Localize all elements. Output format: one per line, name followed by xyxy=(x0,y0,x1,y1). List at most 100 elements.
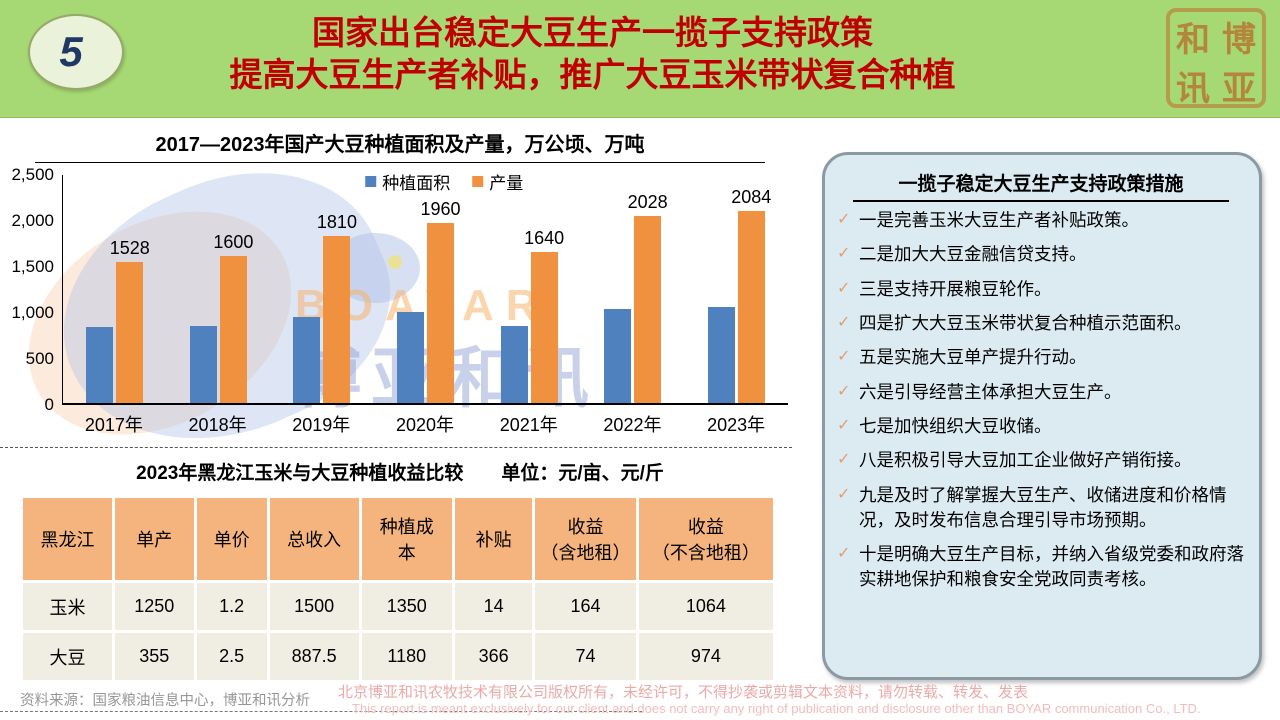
bottom-dashed-line xyxy=(0,711,642,712)
check-icon: ✓ xyxy=(837,348,851,366)
policy-item: ✓ 五是实施大豆单产提升行动。 xyxy=(837,345,1245,370)
table-cell: 887.5 xyxy=(269,633,359,680)
check-icon: ✓ xyxy=(837,417,851,435)
table-cell: 164 xyxy=(535,583,636,630)
policy-item-text: 六是引导经营主体承担大豆生产。 xyxy=(859,381,1122,402)
policy-item-text: 一是完善玉米大豆生产者补贴政策。 xyxy=(859,210,1139,230)
bar: 2028 xyxy=(628,192,668,403)
bar xyxy=(86,327,114,403)
bar-value-label: 1528 xyxy=(109,238,150,258)
x-axis-label: 2019年 xyxy=(292,415,351,435)
bar: 1810 xyxy=(317,212,357,403)
table-header-cell: 单价 xyxy=(196,498,267,580)
policy-item: ✓ 三是支持开展粮豆轮作。 xyxy=(837,277,1245,302)
legend-label: 产量 xyxy=(489,174,524,193)
table-row: 大豆 355 2.5 887.5 1180 366 74 974 xyxy=(23,633,773,680)
table-cell: 2.5 xyxy=(196,633,267,680)
x-axis-labels: 2017年 2018年 2019年 2020年 2021年 2022年 2023年 xyxy=(62,411,788,437)
footer-watermark-cn: 北京博亚和讯农牧技术有限公司版权所有，未经许可，不得抄袭或剪辑文本资料，请勿转载… xyxy=(338,684,1029,701)
bar-value-label: 1810 xyxy=(316,212,357,232)
legend-swatch xyxy=(472,176,484,187)
bar: 1640 xyxy=(524,228,564,403)
bar-group: 1640 xyxy=(477,175,581,403)
left-column: 2017—2023年国产大豆种植面积及产量，万公顷、万吨 BOAYAR 博亚和讯… xyxy=(0,118,800,720)
bar-value-label: 1960 xyxy=(420,199,461,219)
check-icon: ✓ xyxy=(837,544,851,562)
bar-group: 1600 xyxy=(167,175,271,403)
policy-item-text: 九是及时了解掌握大豆生产、收储进度和价格情况，及时发布信息合理引导市场预期。 xyxy=(859,484,1227,530)
bar: 1528 xyxy=(110,238,150,403)
y-axis-tick-label: 2,500 xyxy=(11,165,54,184)
table-cell: 1180 xyxy=(361,633,452,680)
section-divider-dashed xyxy=(0,447,792,448)
bar-value-label: 2084 xyxy=(731,187,772,207)
table-header-row: 黑龙江 单产 单价 总收入 种植成 本补贴 收益 （含地租） 收益 （不含地租） xyxy=(23,498,773,580)
y-axis-tick-label: 1,500 xyxy=(11,257,54,276)
policy-item-text: 五是实施大豆单产提升行动。 xyxy=(859,347,1087,368)
table-header-cell: 总收入 xyxy=(269,498,359,580)
bar xyxy=(604,309,632,403)
check-icon: ✓ xyxy=(837,245,851,263)
check-icon: ✓ xyxy=(837,279,851,297)
bar: 1600 xyxy=(213,232,253,403)
legend-item: 产量 xyxy=(472,169,523,194)
bar xyxy=(500,326,528,403)
x-axis-label: 2017年 xyxy=(84,415,143,435)
seal-char: 亚 xyxy=(1222,70,1256,108)
policy-item: ✓ 九是及时了解掌握大豆生产、收储进度和价格情况，及时发布信息合理引导市场预期。 xyxy=(837,483,1245,533)
header-band: 5 国家出台稳定大豆生产一揽子支持政策 提高大豆生产者补贴，推广大豆玉米带状复合… xyxy=(0,0,1280,118)
table-title: 2023年黑龙江玉米与大豆种植收益比较 单位：元/亩、元/斤 xyxy=(136,463,664,484)
table-cell: 大豆 xyxy=(23,633,112,680)
page-number-badge: 5 xyxy=(28,14,124,90)
policy-item: ✓ 二是加大大豆金融信贷支持。 xyxy=(837,242,1245,267)
legend-label: 种植面积 xyxy=(382,174,451,193)
x-axis-label: 2020年 xyxy=(395,415,455,435)
policy-item-text: 十是明确大豆生产目标，并纳入省级党委和政府落实耕地保护和粮食安全党政同责考核。 xyxy=(859,543,1244,589)
policy-item: ✓ 四是扩大大豆玉米带状复合种植示范面积。 xyxy=(837,311,1245,336)
table-cell: 14 xyxy=(454,583,533,630)
bar-group: 2028 xyxy=(581,175,685,403)
x-axis-label: 2021年 xyxy=(499,415,558,435)
chart-title: 2017—2023年国产大豆种植面积及产量，万公顷、万吨 xyxy=(155,134,645,156)
slide-title: 国家出台稳定大豆生产一揽子支持政策 提高大豆生产者补贴，推广大豆玉米带状复合种植 xyxy=(115,12,1070,96)
bar xyxy=(189,326,217,403)
bar xyxy=(707,307,735,403)
y-axis-tick-label: 1,000 xyxy=(11,303,54,322)
policy-panel-title: 一揽子稳定大豆生产支持政策措施 xyxy=(853,169,1229,202)
bar-group: 1810 xyxy=(270,175,374,403)
check-icon: ✓ xyxy=(837,211,851,228)
slide-title-line2: 提高大豆生产者补贴，推广大豆玉米带状复合种植 xyxy=(229,56,956,93)
policy-item-text: 三是支持开展粮豆轮作。 xyxy=(859,278,1052,299)
footer-watermark-en: This report is meant exclusively for our… xyxy=(352,701,1201,716)
y-axis-tick-label: 0 xyxy=(44,395,54,414)
policy-item-text: 七是加快组织大豆收储。 xyxy=(859,416,1052,437)
table-cell: 1500 xyxy=(269,583,359,630)
policy-item-text: 八是积极引导大豆加工企业做好产销衔接。 xyxy=(859,450,1192,471)
bar: 1960 xyxy=(420,199,461,403)
slide-title-line1: 国家出台稳定大豆生产一揽子支持政策 xyxy=(312,14,873,51)
income-comparison-table: 黑龙江 单产 单价 总收入 种植成 本补贴 收益 （含地租） 收益 （不含地租） 玉米 125… xyxy=(20,495,776,683)
bar-group: 2084 xyxy=(684,175,788,403)
bar: 2084 xyxy=(731,187,771,403)
table-cell: 366 xyxy=(454,633,533,680)
table-cell: 1250 xyxy=(114,583,194,630)
table-header-cell: 补贴 xyxy=(454,498,533,580)
table-cell: 74 xyxy=(535,633,636,680)
bar-value-label: 1640 xyxy=(524,228,565,248)
seal-char: 和 xyxy=(1176,21,1210,59)
seal-logo: 和博讯亚 xyxy=(1166,8,1266,108)
policy-panel: 一揽子稳定大豆生产支持政策措施 ✓ 一是完善玉米大豆生产者补贴政策。 ✓ 二是加大大豆… xyxy=(822,152,1262,680)
table-cell: 974 xyxy=(638,633,773,680)
table-header-cell: 收益 （不含地租） xyxy=(638,498,773,580)
seal-char: 博 xyxy=(1222,21,1256,59)
table-body: 玉米 1250 1.2 1500 1350 14 164 1064 大豆 355 2.5 887.5 1… xyxy=(23,583,773,680)
x-axis-label: 2018年 xyxy=(188,415,247,435)
bar xyxy=(293,317,321,403)
table-cell: 1.2 xyxy=(196,583,267,630)
check-icon: ✓ xyxy=(837,382,851,400)
check-icon: ✓ xyxy=(837,485,851,503)
y-axis-tick-label: 500 xyxy=(25,349,54,368)
table-header-cell: 种植成 本 xyxy=(361,498,452,580)
